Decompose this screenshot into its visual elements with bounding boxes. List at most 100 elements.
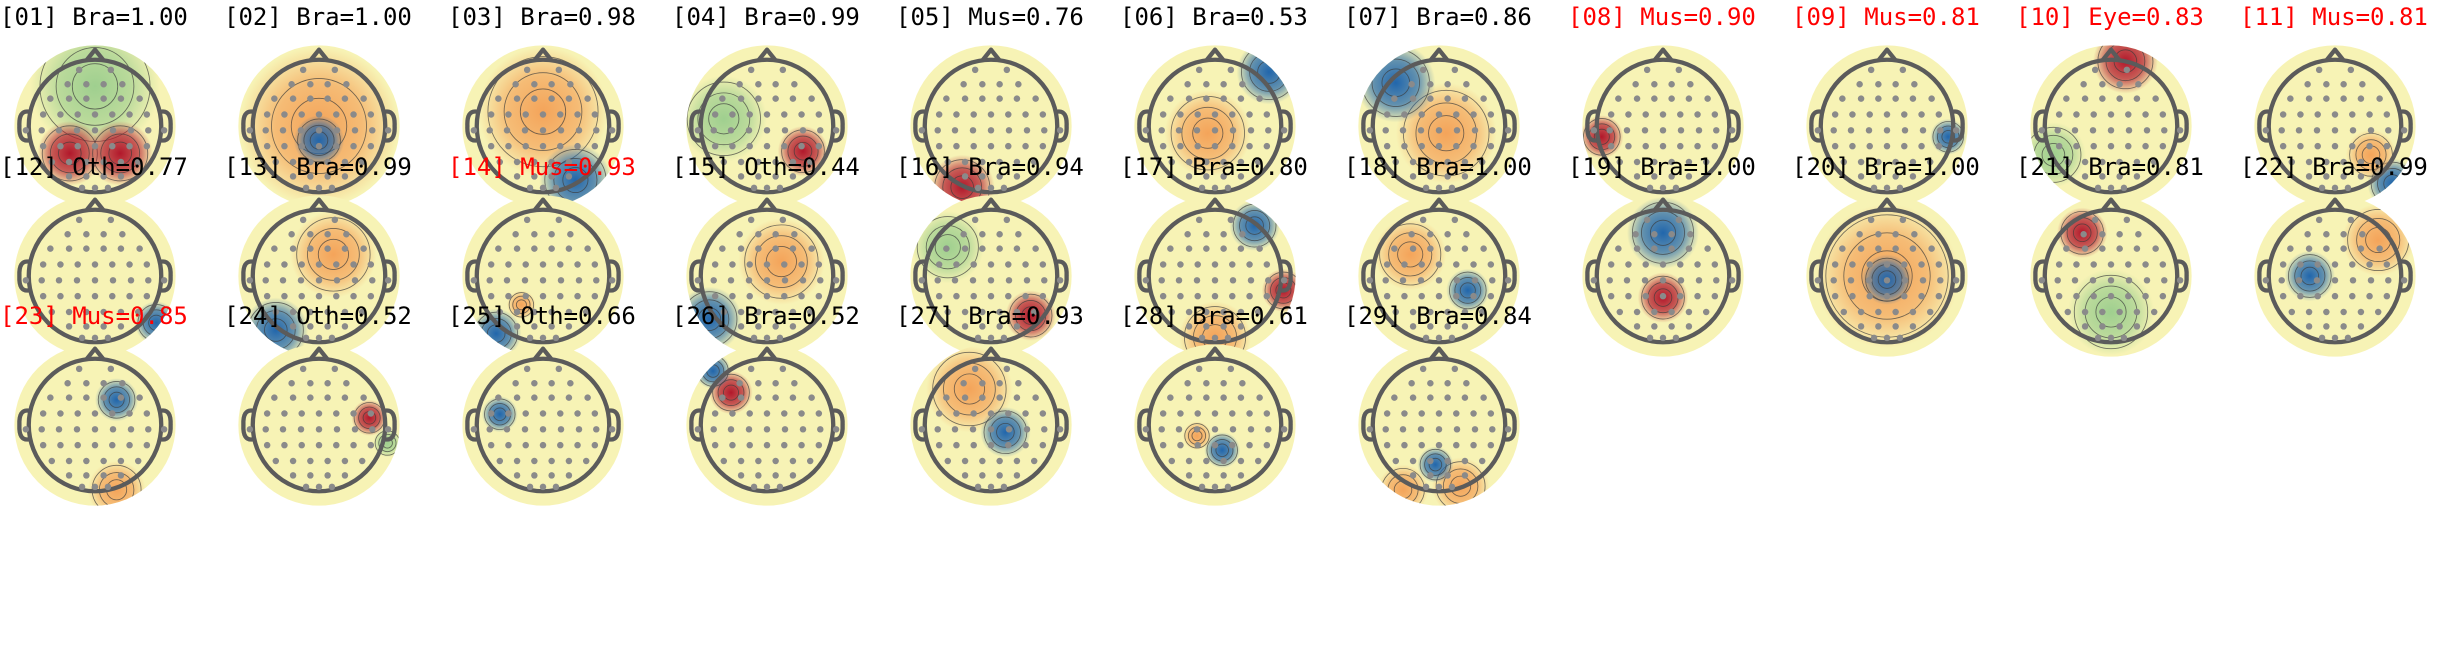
right-ear-outline (160, 109, 173, 143)
right-ear-outline (384, 109, 397, 143)
electrode-dot (727, 426, 735, 433)
component-label: [22] Bra=0.99 (2240, 153, 2428, 181)
electrode-dot (2340, 323, 2347, 330)
electrode-dot (521, 426, 529, 433)
electrode-dot (1478, 158, 1486, 166)
contour-line (55, 47, 135, 126)
electrode-dot (2331, 261, 2339, 268)
electrode-dot (1849, 111, 1856, 118)
electrode-dot (1840, 308, 1848, 316)
electrode-dot (979, 394, 986, 401)
electrode-dot (531, 95, 538, 102)
electrode-dot (100, 308, 107, 316)
electrode-dot (531, 81, 538, 88)
electrode-dot (737, 173, 745, 180)
electrode-dot (539, 184, 547, 192)
electrode-dot (737, 95, 745, 102)
electrode-dot (1453, 292, 1460, 300)
component-label: [27] Bra=0.93 (896, 302, 1084, 330)
electrode-dot (505, 111, 512, 118)
electrode-dot (1659, 142, 1667, 150)
electrode-dot (369, 127, 376, 134)
electrode-dot (351, 426, 359, 433)
contour-line (1239, 210, 1271, 242)
electrode-dot (1675, 66, 1683, 74)
electrode-dot (746, 410, 753, 417)
electrode-dot (83, 457, 90, 465)
electrode-dot (1694, 261, 1701, 268)
electrode-dot (1409, 472, 1417, 479)
electrode-dot (1239, 81, 1246, 88)
electrode-dot (961, 457, 969, 465)
electrode-dot (2367, 277, 2375, 284)
electrode-dot (2385, 127, 2392, 134)
electrode-dot (1159, 261, 1167, 268)
electrode-dot (358, 158, 366, 166)
electrode-dot (1633, 158, 1641, 166)
electrode-dot (1875, 308, 1882, 316)
electrode-dot (1427, 394, 1434, 401)
electrode-dot (2133, 158, 2141, 166)
electrode-dot (1504, 127, 1512, 134)
contour-line (932, 351, 1007, 427)
electrode-dot (1847, 127, 1855, 134)
electrode-dot (55, 426, 63, 433)
electrode-dot (1711, 292, 1719, 300)
electrode-dot (2161, 277, 2168, 284)
electrode-dot (75, 216, 83, 224)
electrode-dot (487, 441, 495, 449)
electrode-dot (1607, 261, 1615, 268)
electrode-dot (935, 142, 943, 150)
left-ear-outline (913, 259, 926, 293)
electrode-dot (1875, 245, 1882, 252)
electrode-dot (1184, 231, 1191, 238)
electrode-dot (324, 95, 331, 102)
electrode-dot (1203, 231, 1210, 238)
electrode-dot (1633, 323, 1641, 330)
electrode-dot (1159, 410, 1167, 417)
electrode-dot (503, 426, 511, 433)
electrode-dot (1409, 308, 1417, 316)
electrode-dot (1919, 127, 1927, 134)
electrode-dot (1193, 127, 1201, 134)
electrode-dot (755, 457, 762, 465)
electrode-dot (107, 365, 115, 373)
electrode-dot (522, 111, 529, 118)
electrode-dot (2357, 245, 2365, 252)
electrode-dot (351, 277, 359, 284)
electrode-dot (262, 277, 269, 284)
electrode-dot (74, 111, 81, 118)
electrode-dot (522, 292, 529, 300)
electrode-dot (91, 184, 99, 192)
electrode-dot (1203, 380, 1210, 387)
electrode-dot (1280, 127, 1288, 134)
electrode-dot (1229, 261, 1236, 268)
right-ear-outline (1504, 109, 1517, 143)
electrode-dot (1195, 66, 1203, 74)
electrode-dot (582, 457, 590, 465)
electrode-dot (746, 111, 753, 118)
electrode-dot (2176, 277, 2184, 284)
electrode-dot (746, 261, 753, 268)
electrode-dot (755, 231, 762, 238)
electrode-dot (772, 173, 779, 180)
electrode-dot (360, 95, 367, 102)
electrode-dot (2287, 95, 2294, 102)
electrode-dot (745, 426, 753, 433)
electrode-dot (987, 127, 995, 134)
right-ear-outline (608, 109, 621, 143)
electrode-dot (1668, 158, 1675, 166)
electrode-dot (727, 127, 735, 134)
electrode-dot (2305, 173, 2313, 180)
electrode-dot (2349, 292, 2356, 300)
electrode-dot (789, 245, 797, 252)
electrode-dot (2297, 142, 2304, 150)
electrode-dot (1013, 472, 1021, 479)
electrode-dot (1642, 261, 1649, 268)
electrode-dot (496, 158, 504, 166)
activation-blob (351, 399, 388, 436)
electrode-dot (1668, 173, 1675, 180)
electrode-dot (776, 334, 784, 342)
electrode-dot (1032, 95, 1039, 102)
electrode-dot (1418, 261, 1425, 268)
